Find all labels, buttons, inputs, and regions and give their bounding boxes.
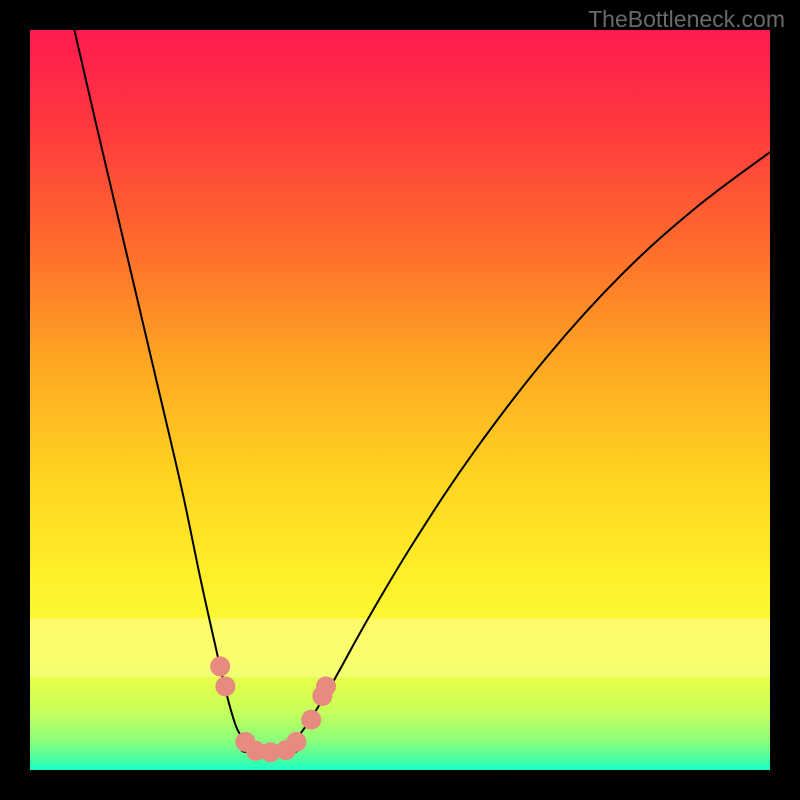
data-marker <box>215 676 235 696</box>
gradient-chart <box>30 30 770 770</box>
chart-frame <box>30 30 770 770</box>
data-marker <box>301 710 321 730</box>
data-marker <box>316 676 336 696</box>
pale-band <box>30 618 770 677</box>
data-marker <box>210 656 230 676</box>
data-marker <box>286 732 306 752</box>
watermark-text: TheBottleneck.com <box>588 6 785 33</box>
